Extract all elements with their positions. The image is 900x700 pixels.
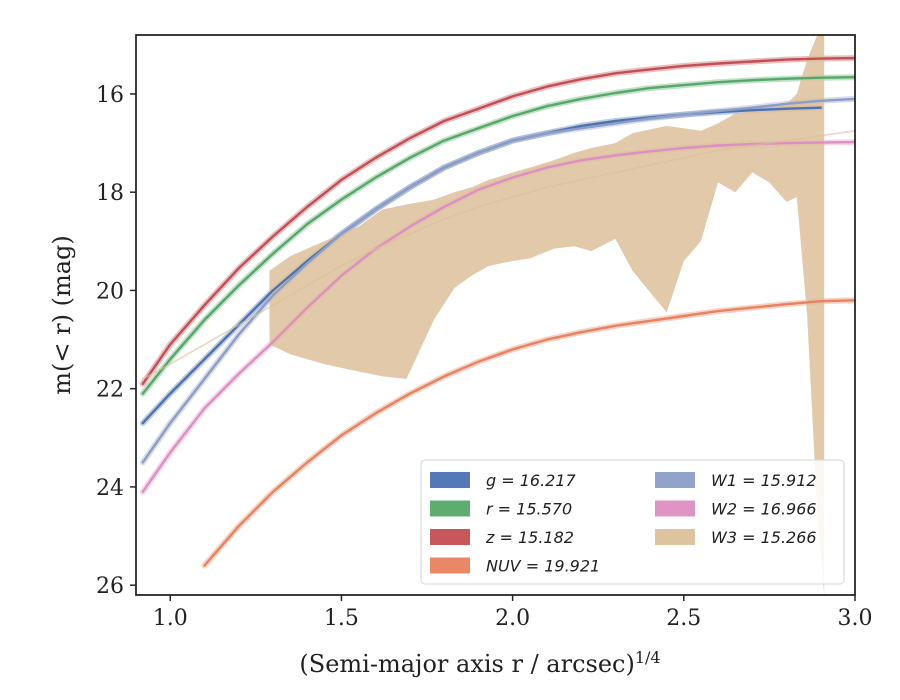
y-tick-label: 18 <box>96 181 124 206</box>
y-tick-label: 22 <box>96 378 124 403</box>
legend-label-g: g = 16.217 <box>486 471 577 490</box>
x-tick-label: 2.5 <box>666 606 701 631</box>
legend-box <box>420 459 845 585</box>
plot-frame <box>135 34 856 596</box>
axis-ticks: 1.0 1.5 2.0 2.5 3.0 16 18 20 22 24 26 <box>96 83 873 631</box>
y-tick-label: 20 <box>96 279 124 304</box>
y-axis-title: m(< r) (mag) <box>48 235 76 394</box>
series-line-w2 <box>141 140 855 493</box>
series-line-w3 <box>142 130 855 380</box>
legend-label-w2: W2 = 16.966 <box>711 500 817 519</box>
legend-swatch-nuv <box>430 557 470 574</box>
series-lines <box>141 56 855 567</box>
legend-swatch-w1 <box>655 472 695 488</box>
legend-swatch-g <box>430 472 470 488</box>
y-tick-label: 26 <box>96 574 124 599</box>
legend-label-w3: W3 = 15.266 <box>711 528 817 547</box>
legend-swatch-z <box>430 529 470 545</box>
x-axis-title-superscript: 1/4 <box>635 648 661 667</box>
legend-label-r: r = 15.570 <box>486 500 572 519</box>
legend-label-z: z = 15.182 <box>485 528 574 547</box>
x-tick-label: 1.5 <box>324 606 359 631</box>
legend-swatch-w2 <box>655 500 695 517</box>
x-tick-label: 2.0 <box>495 606 530 631</box>
series-line-z <box>141 56 855 385</box>
legend-swatch-r <box>430 500 470 517</box>
x-axis-title: (Semi-major axis r / arcsec)1/4 <box>299 648 660 678</box>
x-tick-label: 1.0 <box>153 606 188 631</box>
y-tick-label: 16 <box>96 83 124 108</box>
legend-label-nuv: NUV = 19.921 <box>486 557 600 576</box>
x-tick-label: 3.0 <box>838 606 873 631</box>
legend-swatch-w3 <box>655 529 695 545</box>
y-tick-label: 24 <box>96 476 124 501</box>
legend: g = 16.217 r = 15.570 z = 15.182 NUV = 19.9… <box>420 459 845 585</box>
series-line-nuv <box>203 299 855 567</box>
legend-label-w1: W1 = 15.912 <box>711 471 817 490</box>
band-w3 <box>269 35 825 595</box>
series-line-r <box>141 75 855 395</box>
